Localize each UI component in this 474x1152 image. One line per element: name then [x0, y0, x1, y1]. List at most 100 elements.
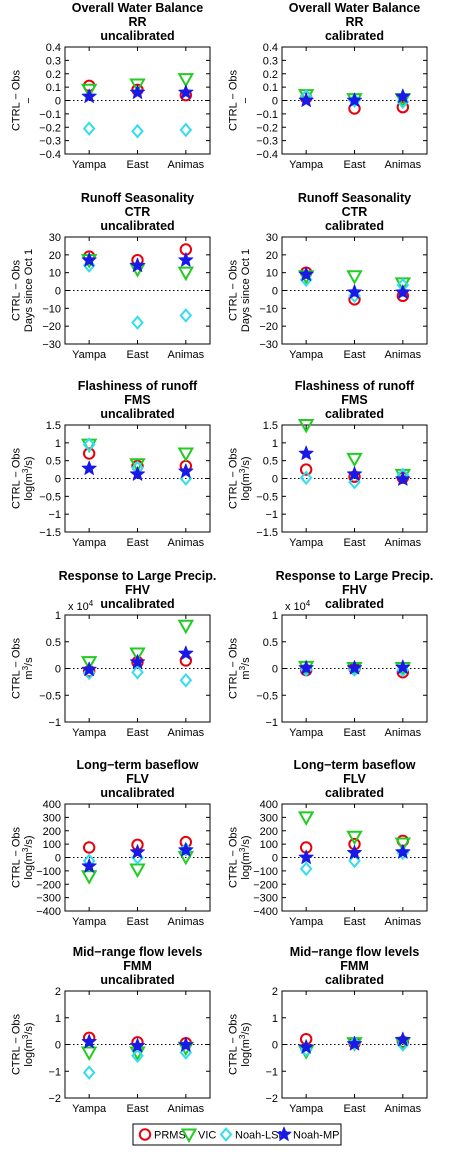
panel-title-line: uncalibrated [100, 973, 174, 987]
point-vic-east [129, 647, 146, 663]
y-tick-label: −400 [253, 906, 278, 918]
point-prms-animas [396, 100, 410, 114]
point-noah-mp-yampa [81, 858, 97, 873]
x-tick-label-animas: Animas [167, 537, 204, 549]
point-noah-mp-animas [178, 252, 194, 267]
point-noah-lsm-animas [179, 672, 193, 688]
x-tick-label-animas: Animas [384, 916, 421, 928]
point-vic-east [346, 452, 363, 468]
y-axis-label: CTRL − Obs− [228, 69, 253, 131]
y-tick-label: −0.1 [256, 109, 278, 121]
y-tick-label: −400 [36, 906, 61, 918]
y-tick-label: −300 [253, 893, 278, 905]
panel-title-line: FMS [341, 393, 367, 407]
y-tick-label: −100 [36, 866, 61, 878]
x-tick-label-animas: Animas [167, 159, 204, 171]
panel-title-line: FMM [123, 959, 151, 973]
point-prms-yampa [82, 447, 96, 460]
point-vic-east [129, 863, 146, 879]
y-tick-label: −100 [253, 866, 278, 878]
legend-label-noah-lsm: Noah-LSM [235, 1130, 288, 1142]
y-tick-label: 1 [55, 1013, 61, 1025]
panel-title-line: FMM [340, 959, 368, 973]
point-vic-east [346, 270, 363, 285]
y-tick-label: −30 [42, 339, 61, 351]
point-noah-mp-east [346, 284, 363, 299]
point-noah-mp-east [346, 844, 363, 860]
point-noah-mp-yampa [81, 252, 97, 267]
y-axis-label: CTRL − Obs− [11, 69, 36, 131]
point-noah-mp-east [129, 84, 146, 99]
point-vic-yampa [297, 419, 315, 434]
panel-title-line: Response to Large Precip. [276, 569, 434, 583]
point-vic-yampa [80, 83, 98, 99]
y-tick-label: 0 [55, 96, 61, 108]
panel-title-line: calibrated [325, 407, 384, 421]
point-noah-mp-yampa [298, 445, 314, 461]
y-tick-label: 400 [260, 799, 278, 811]
x-tick-label-east: East [343, 159, 365, 171]
panel-title-line: Flashiness of runoff [78, 379, 198, 393]
axis-multiplier: x 104 [68, 599, 94, 614]
panel-title-line: FLV [126, 772, 149, 786]
y-tick-label: −200 [253, 879, 278, 891]
point-noah-lsm-east [131, 123, 144, 139]
x-tick-label-animas: Animas [384, 349, 421, 361]
y-tick-label: 0.3 [263, 55, 278, 67]
x-tick-label-east: East [126, 727, 148, 739]
point-vic-east [129, 78, 146, 93]
y-tick-label: 0.2 [46, 69, 61, 81]
panel-title-line: calibrated [325, 219, 384, 233]
y-tick-label: −1 [265, 509, 278, 521]
x-tick-label-yampa: Yampa [289, 537, 324, 549]
panel-title-line: CTR [125, 205, 151, 219]
point-vic-animas [177, 266, 195, 282]
y-tick-label: −2 [265, 1093, 278, 1105]
y-tick-label: 0 [272, 96, 278, 108]
point-noah-mp-east [129, 844, 146, 859]
y-axis-label: CTRL − Obslog(m3/s) [228, 1013, 253, 1075]
point-noah-lsm-east [131, 315, 144, 330]
y-tick-label: 0.2 [263, 69, 278, 81]
y-tick-label: −20 [42, 321, 61, 333]
legend-marker-noah-lsm [219, 1127, 233, 1142]
point-noah-mp-animas [178, 463, 194, 478]
panel-title-line: uncalibrated [100, 29, 174, 43]
panel-title-line: uncalibrated [100, 786, 174, 800]
x-tick-label-yampa: Yampa [72, 349, 107, 361]
y-tick-label: 1.5 [46, 420, 61, 432]
y-tick-label: −300 [36, 893, 61, 905]
point-vic-east [346, 830, 363, 846]
y-tick-label: 0 [272, 853, 278, 865]
y-tick-label: −0.2 [256, 122, 278, 134]
y-tick-label: −1 [48, 717, 61, 729]
y-tick-label: 200 [43, 826, 61, 838]
y-tick-label: 400 [43, 799, 61, 811]
y-tick-label: 100 [43, 839, 61, 851]
x-tick-label-east: East [343, 1103, 365, 1115]
y-tick-label: 0.4 [46, 42, 61, 54]
y-tick-label: 10 [266, 268, 278, 280]
point-noah-mp-yampa [298, 660, 314, 675]
point-vic-animas [177, 447, 195, 463]
point-noah-mp-east [346, 92, 363, 107]
x-tick-label-east: East [126, 159, 148, 171]
panel-title-line: CTR [342, 205, 368, 219]
panel-title-line: Overall Water Balance [289, 1, 421, 15]
point-noah-mp-animas [395, 88, 411, 103]
x-tick-label-east: East [126, 537, 148, 549]
y-tick-label: 0.1 [263, 82, 278, 94]
point-noah-mp-animas [178, 842, 194, 857]
y-tick-label: −0.3 [39, 136, 61, 148]
panel-title-line: calibrated [325, 786, 384, 800]
y-tick-label: 0.3 [46, 55, 61, 67]
point-noah-mp-animas [178, 645, 194, 660]
x-tick-label-yampa: Yampa [72, 727, 107, 739]
